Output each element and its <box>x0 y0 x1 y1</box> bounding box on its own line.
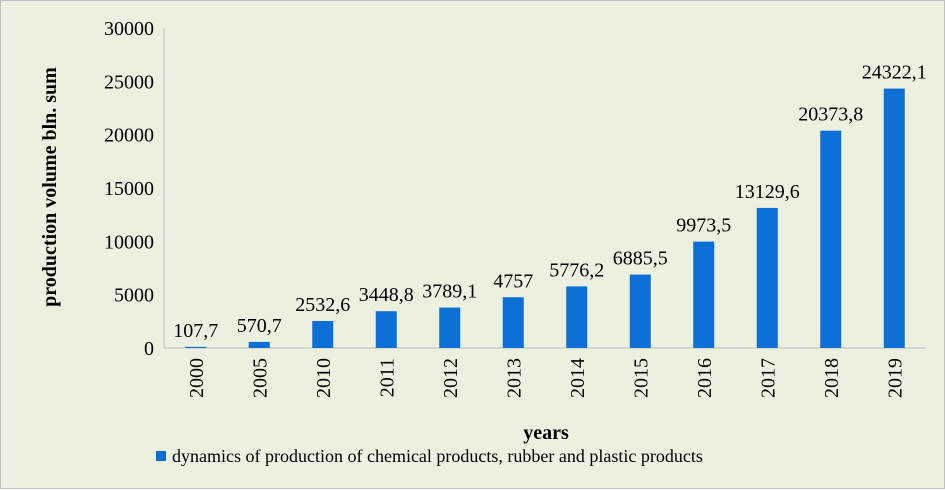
data-label: 20373,8 <box>798 104 863 126</box>
x-tick-label: 2019 <box>884 358 906 398</box>
legend: dynamics of production of chemical produ… <box>156 446 703 466</box>
y-tick-label: 0 <box>144 338 154 360</box>
data-label: 570,7 <box>237 315 282 337</box>
bar <box>883 88 905 348</box>
x-tick-label: 2011 <box>376 358 398 397</box>
x-tick-label: 2012 <box>440 358 462 398</box>
data-label: 2532,6 <box>295 294 350 316</box>
y-tick-label: 10000 <box>104 231 154 253</box>
data-label: 107,7 <box>173 320 218 342</box>
bar <box>693 241 715 348</box>
x-tick-label: 2017 <box>757 358 779 398</box>
bar <box>312 320 334 348</box>
bar <box>629 274 651 348</box>
y-tick-label: 15000 <box>104 178 154 200</box>
x-tick-label: 2000 <box>186 358 208 398</box>
data-label: 3789,1 <box>422 281 477 303</box>
legend-label: dynamics of production of chemical produ… <box>172 446 703 466</box>
data-labels: 107,7 570,7 2532,6 3448,8 3789,1 4757 5776,2 68… <box>173 62 927 342</box>
bars <box>185 88 905 348</box>
bar <box>439 307 461 348</box>
bar <box>820 130 842 348</box>
x-tick-label: 2013 <box>503 358 525 398</box>
y-tick-label: 30000 <box>104 18 154 40</box>
axes <box>163 28 926 349</box>
bar <box>248 341 270 348</box>
x-tick-label: 2010 <box>313 358 335 398</box>
x-axis-title: years <box>523 422 569 444</box>
legend-swatch <box>156 451 166 461</box>
bar <box>566 286 588 348</box>
data-label: 3448,8 <box>359 284 414 306</box>
x-tick-label: 2014 <box>567 358 589 398</box>
y-tick-label: 25000 <box>104 71 154 93</box>
bar <box>756 207 778 348</box>
bar <box>185 346 207 348</box>
data-label: 4757 <box>493 270 533 292</box>
y-tick-label: 5000 <box>114 285 154 307</box>
bar <box>375 311 397 348</box>
data-label: 9973,5 <box>676 215 731 237</box>
y-axis-title: production volume bln. sum <box>39 67 61 307</box>
x-tick-label: 2018 <box>821 358 843 398</box>
y-tick-label: 20000 <box>104 125 154 147</box>
data-label: 24322,1 <box>862 62 927 84</box>
data-label: 13129,6 <box>735 181 800 203</box>
data-label: 6885,5 <box>613 248 668 270</box>
bar <box>502 297 524 348</box>
x-tick-label: 2016 <box>694 358 716 398</box>
x-axis-ticks: 2000 2005 2010 2011 2012 2013 2014 2015 2016 2017… <box>186 358 907 398</box>
x-tick-label: 2005 <box>249 358 271 398</box>
x-tick-label: 2015 <box>630 358 652 398</box>
y-axis-ticks: 0 5000 10000 15000 20000 25000 30000 <box>104 18 154 360</box>
data-label: 5776,2 <box>549 259 604 281</box>
